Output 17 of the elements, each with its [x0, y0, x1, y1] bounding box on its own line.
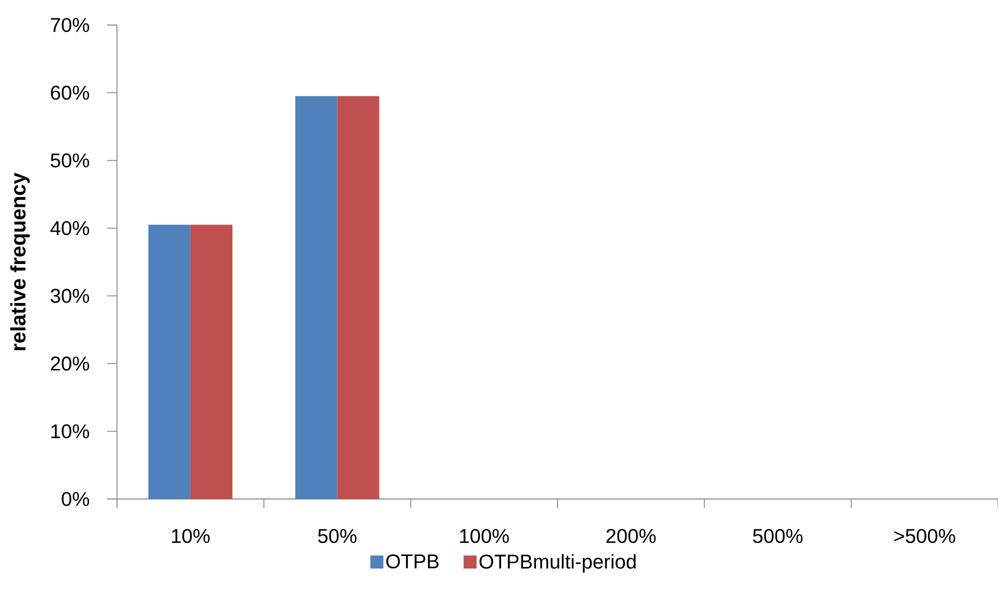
x-tick-label: 10% [172, 528, 210, 544]
x-tick-label: 50% [318, 528, 356, 544]
y-tick-label: 50% [50, 153, 90, 168]
y-tick-label: 70% [50, 18, 90, 32]
y-axis-title: relative frequency [10, 172, 30, 350]
legend-label: OTPBmulti-period [480, 554, 636, 573]
y-tick-label: 0% [62, 492, 90, 506]
x-tick-label: >500% [894, 528, 956, 544]
y-tick-label: 10% [51, 424, 90, 438]
legend-label: OTPB [386, 554, 439, 568]
x-tick-label: 100% [460, 528, 509, 544]
x-tick-label: 200% [606, 528, 656, 544]
y-tick-label: 40% [50, 221, 90, 236]
x-tick-label: 500% [753, 528, 803, 544]
y-tick-label: 30% [50, 288, 90, 303]
y-tick-label: 20% [50, 356, 90, 371]
y-tick-label: 60% [50, 86, 90, 100]
